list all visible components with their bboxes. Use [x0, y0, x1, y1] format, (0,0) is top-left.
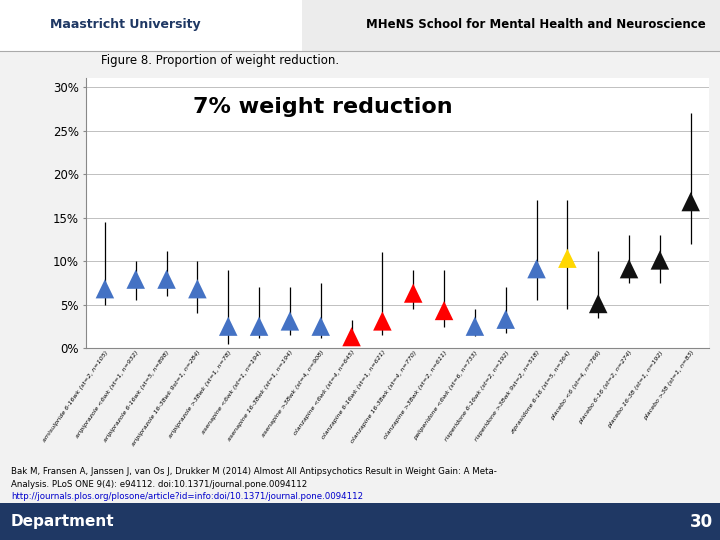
Polygon shape [312, 316, 330, 336]
Polygon shape [281, 312, 299, 330]
Polygon shape [219, 316, 238, 336]
Polygon shape [620, 259, 639, 278]
Text: MHeNS School for Mental Health and Neuroscience: MHeNS School for Mental Health and Neuro… [366, 18, 706, 31]
Polygon shape [589, 294, 608, 313]
Polygon shape [466, 316, 484, 336]
Polygon shape [651, 251, 669, 269]
Text: Figure 8. Proportion of weight reduction.: Figure 8. Proportion of weight reduction… [101, 54, 339, 67]
Text: 7% weight reduction: 7% weight reduction [193, 97, 453, 117]
Text: Maastricht University: Maastricht University [50, 18, 201, 31]
Polygon shape [250, 316, 269, 336]
Text: Department: Department [11, 514, 114, 529]
Polygon shape [497, 310, 515, 329]
Polygon shape [681, 192, 700, 211]
Polygon shape [527, 259, 546, 278]
Polygon shape [157, 269, 176, 289]
Polygon shape [127, 269, 145, 289]
Text: Bak M, Fransen A, Janssen J, van Os J, Drukker M (2014) Almost All Antipsychotic: Bak M, Fransen A, Janssen J, van Os J, D… [11, 467, 497, 476]
Text: 30: 30 [690, 512, 713, 531]
Polygon shape [96, 279, 114, 299]
Polygon shape [404, 284, 423, 303]
FancyBboxPatch shape [302, 0, 720, 51]
Text: http://journals.plos.org/plosone/article?id=info:doi/10.1371/journal.pone.009411: http://journals.plos.org/plosone/article… [11, 492, 363, 501]
Polygon shape [558, 249, 577, 268]
Polygon shape [435, 301, 454, 320]
Polygon shape [342, 327, 361, 346]
Polygon shape [188, 279, 207, 299]
Text: Analysis. PLoS ONE 9(4): e94112. doi:10.1371/journal.pone.0094112: Analysis. PLoS ONE 9(4): e94112. doi:10.… [11, 480, 307, 489]
Polygon shape [373, 312, 392, 330]
